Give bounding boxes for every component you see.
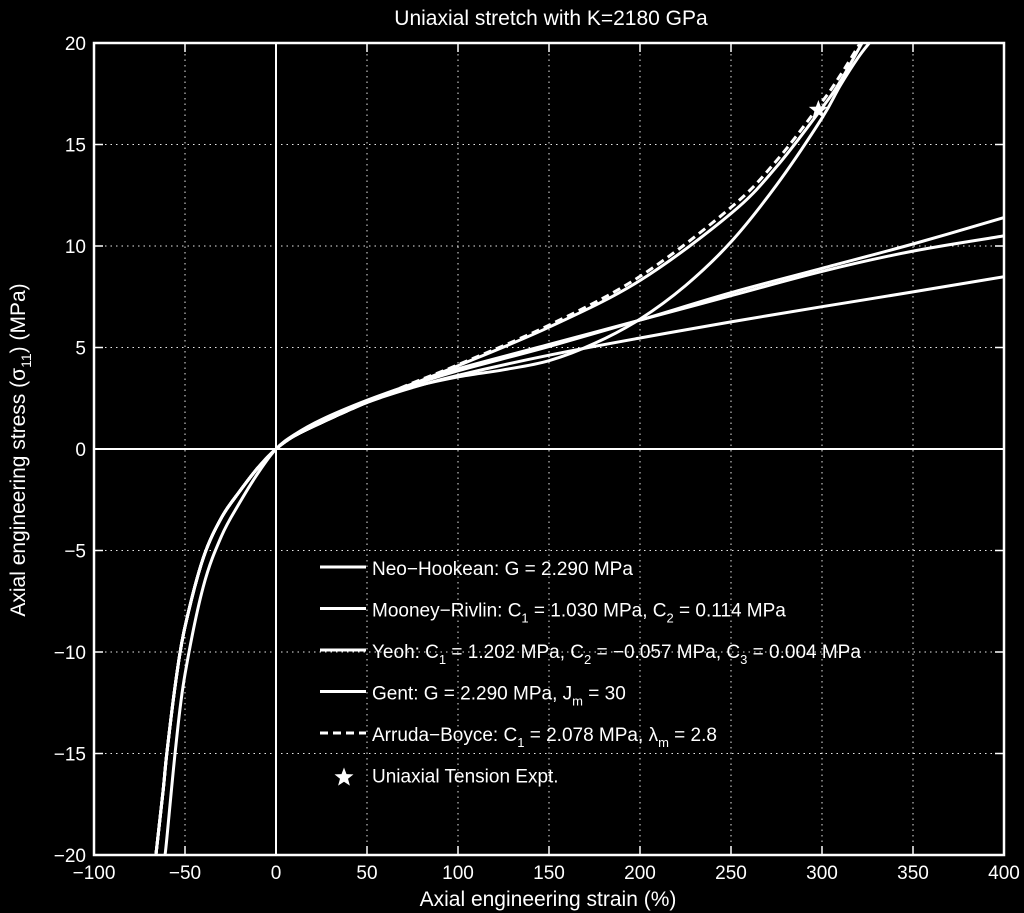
y-tick-label: 0 [75, 440, 86, 461]
y-axis-label-symbol: σ [7, 368, 30, 381]
legend-subscript: 1 [439, 652, 446, 667]
legend-text-part: = 0.114 MPa [674, 601, 787, 622]
legend-text-part: λ [649, 725, 659, 746]
legend-text-part: = 2.8 [669, 725, 717, 746]
legend-text-part: = 2.078 MPa, [524, 725, 648, 746]
legend-text-part: = 30 [583, 684, 626, 705]
legend-text-part: Arruda−Boyce: C [372, 725, 517, 746]
series-group [154, 43, 1004, 855]
x-tick-label: 50 [356, 863, 377, 884]
x-tick-label: 400 [988, 863, 1020, 884]
legend-marker-star [334, 767, 354, 786]
y-tick-label: −15 [54, 745, 86, 766]
grid [94, 43, 1004, 855]
legend-text-part: = 1.202 MPa, C [446, 642, 584, 663]
legend-text-part: Mooney−Rivlin: C [372, 601, 521, 622]
legend-label-mooney-rivlin: Mooney−Rivlin: C1 = 1.030 MPa, C2 = 0.11… [372, 601, 786, 626]
x-tick-label: 200 [624, 863, 656, 884]
legend-label-yeoh: Yeoh: C1 = 1.202 MPa, C2 = −0.057 MPa, C… [372, 642, 861, 667]
y-tick-label: −5 [64, 542, 86, 563]
legend-subscript: 2 [584, 652, 591, 667]
y-axis-label-suffix: ) (MPa) [7, 283, 30, 353]
y-tick-label: 15 [65, 136, 86, 157]
y-axis-label-subscript: 11 [18, 353, 34, 368]
y-axis-label: Axial engineering stress (σ11) (MPa) [7, 283, 34, 616]
x-tick-label: 0 [271, 863, 282, 884]
y-tick-label: −20 [54, 846, 86, 867]
y-axis-label-prefix: Axial engineering stress ( [7, 381, 30, 617]
series-line-arruda-boyce [154, 43, 862, 855]
x-tick-label: 150 [533, 863, 565, 884]
legend-subscript: 3 [740, 652, 747, 667]
legend-text-part: Gent: G = 2.290 MPa, J [372, 684, 572, 705]
legend-text-part: Neo−Hookean: G = 2.290 MPa [372, 559, 633, 580]
legend: Neo−Hookean: G = 2.290 MPa Mooney−Rivlin:… [320, 559, 861, 788]
y-tick-label: 20 [65, 34, 86, 55]
x-tick-label: 350 [897, 863, 929, 884]
x-tick-label: 100 [442, 863, 474, 884]
legend-text-part: Uniaxial Tension Expt. [372, 767, 559, 788]
legend-label-arruda-boyce: Arruda−Boyce: C1 = 2.078 MPa, λm = 2.8 [372, 725, 717, 750]
legend-label-uniaxial-tension-expt: Uniaxial Tension Expt. [372, 767, 559, 788]
legend-subscript: m [658, 735, 669, 750]
legend-subscript: 1 [517, 735, 524, 750]
data-point-star [808, 100, 828, 119]
series-line-mooney-rivlin [163, 234, 1004, 855]
legend-label-gent: Gent: G = 2.290 MPa, Jm = 30 [372, 684, 626, 709]
y-tick-label: 10 [65, 237, 86, 258]
y-tick-label: −10 [54, 643, 86, 664]
x-tick-label: 250 [715, 863, 747, 884]
legend-text-part: = 0.004 MPa [747, 642, 861, 663]
legend-label-neo-hookean: Neo−Hookean: G = 2.290 MPa [372, 559, 633, 580]
legend-subscript: m [572, 694, 583, 709]
legend-text-part: Yeoh: C [372, 642, 439, 663]
legend-subscript: 1 [521, 611, 528, 626]
legend-subscript: 2 [666, 611, 673, 626]
y-tick-label: 5 [75, 339, 86, 360]
x-tick-label: 300 [806, 863, 838, 884]
legend-text-part: = 1.030 MPa, C [529, 601, 667, 622]
x-tick-label: −100 [73, 863, 116, 884]
ticks [93, 42, 1005, 856]
x-axis-label: Axial engineering strain (%) [420, 888, 677, 911]
marker-group [808, 100, 828, 119]
legend-text-part: = −0.057 MPa, C [591, 642, 740, 663]
x-tick-label: −50 [169, 863, 201, 884]
tick-labels: −100 −50 0 50 100 150 200 250 300 350 400−20−15−10… [54, 34, 1020, 884]
chart-title: Uniaxial stretch with K=2180 GPa [394, 7, 708, 30]
